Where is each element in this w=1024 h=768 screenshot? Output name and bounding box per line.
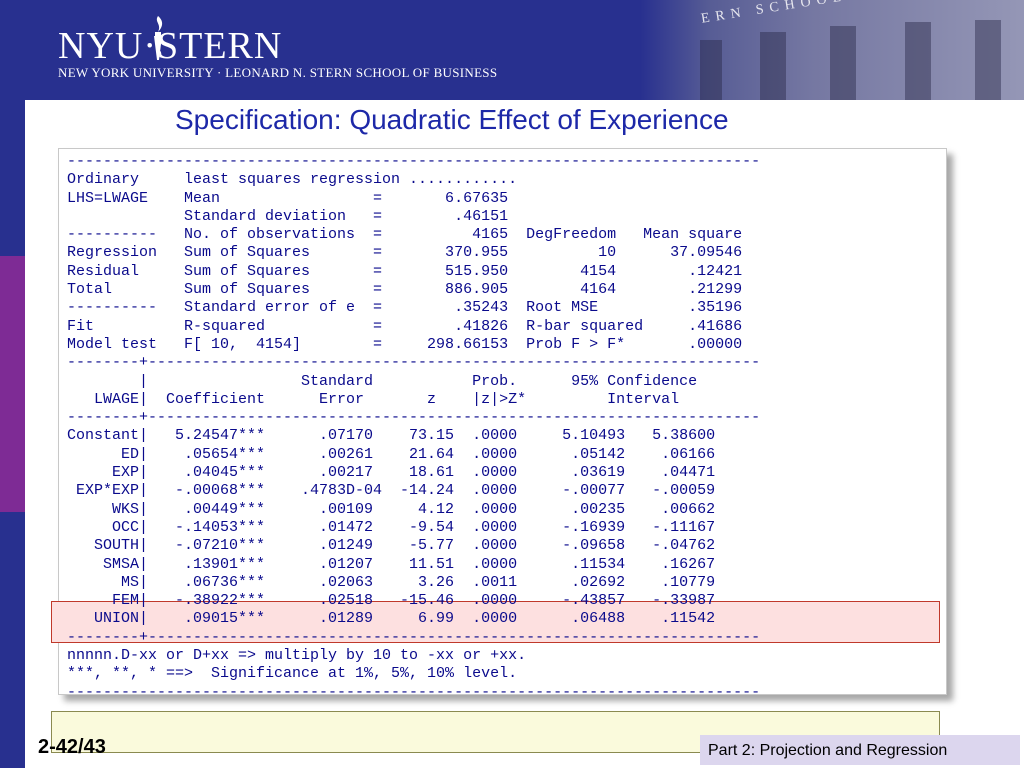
- output-line: nnnnn.D-xx or D+xx => multiply by 10 to …: [67, 647, 527, 665]
- nyu-stern-logo: NYU·STERN: [58, 25, 283, 67]
- exp-rows-highlight: [51, 601, 940, 643]
- output-line: LHS=LWAGE Mean = 6.67635: [67, 189, 509, 207]
- left-stripe-blue: [0, 100, 25, 256]
- output-line: Total Sum of Squares = 886.905 4164 .212…: [67, 281, 743, 299]
- output-line: Standard deviation = .46151: [67, 207, 509, 225]
- left-stripe-purple: [0, 256, 25, 512]
- output-line: --------+-------------------------------…: [67, 628, 761, 646]
- regression-output-panel: ----------------------------------------…: [51, 148, 947, 753]
- output-line: Constant| 5.24547*** .07170 73.15 .0000 …: [67, 427, 716, 445]
- output-line: FEM| -.38922*** .02518 -15.46 .0000 -.43…: [67, 592, 716, 610]
- header-banner: ERN SCHOOL OF BUSINESS NYU·STERN NEW YOR…: [0, 0, 1024, 100]
- footer-section-box: Part 2: Projection and Regression: [700, 735, 1020, 765]
- output-line: UNION| .09015*** .01289 6.99 .0000 .0648…: [67, 610, 716, 628]
- output-line: ***, **, * ==> Significance at 1%, 5%, 1…: [67, 665, 518, 683]
- left-stripe-navy: [0, 512, 25, 768]
- output-line: ----------------------------------------…: [67, 683, 761, 701]
- output-line: MS| .06736*** .02063 3.26 .0011 .02692 .…: [67, 573, 716, 591]
- output-line: | Standard Prob. 95% Confidence: [67, 372, 698, 390]
- output-line: OCC| -.14053*** .01472 -9.54 .0000 -.169…: [67, 518, 716, 536]
- footer-section-label: Part 2: Projection and Regression: [708, 742, 948, 759]
- output-line: Residual Sum of Squares = 515.950 4154 .…: [67, 262, 743, 280]
- output-line: Ordinary least squares regression ......…: [67, 171, 518, 189]
- output-line: Model test F[ 10, 4154] = 298.66153 Prob…: [67, 335, 743, 353]
- output-line: WKS| .00449*** .00109 4.12 .0000 .00235 …: [67, 500, 716, 518]
- slide-title: Specification: Quadratic Effect of Exper…: [175, 104, 729, 135]
- output-line: ---------- No. of observations = 4165 De…: [67, 226, 743, 244]
- output-line: LWAGE| Coefficient Error z |z|>Z* Interv…: [67, 390, 680, 408]
- slide-number: 2-42/43: [38, 736, 106, 758]
- output-line: --------+-------------------------------…: [67, 409, 761, 427]
- output-line: ----------------------------------------…: [67, 153, 761, 170]
- output-line: Fit R-squared = .41826 R-bar squared .41…: [67, 317, 743, 335]
- regression-output: ----------------------------------------…: [67, 153, 760, 702]
- school-name: NEW YORK UNIVERSITY · LEONARD N. STERN S…: [58, 65, 498, 80]
- building-photo: [640, 0, 1024, 100]
- output-line: SOUTH| -.07210*** .01249 -5.77 .0000 -.0…: [67, 537, 716, 555]
- output-line: ED| .05654*** .00261 21.64 .0000 .05142 …: [67, 445, 716, 463]
- output-line: --------+-------------------------------…: [67, 354, 761, 372]
- output-line: ---------- Standard error of e = .35243 …: [67, 299, 743, 317]
- output-line: Regression Sum of Squares = 370.955 10 3…: [67, 244, 743, 262]
- output-line: EXP*EXP| -.00068*** .4783D-04 -14.24 .00…: [67, 482, 716, 500]
- output-line: EXP| .04045*** .00217 18.61 .0000 .03619…: [67, 464, 716, 482]
- output-line: SMSA| .13901*** .01207 11.51 .0000 .1153…: [67, 555, 716, 573]
- torch-icon: [154, 16, 163, 60]
